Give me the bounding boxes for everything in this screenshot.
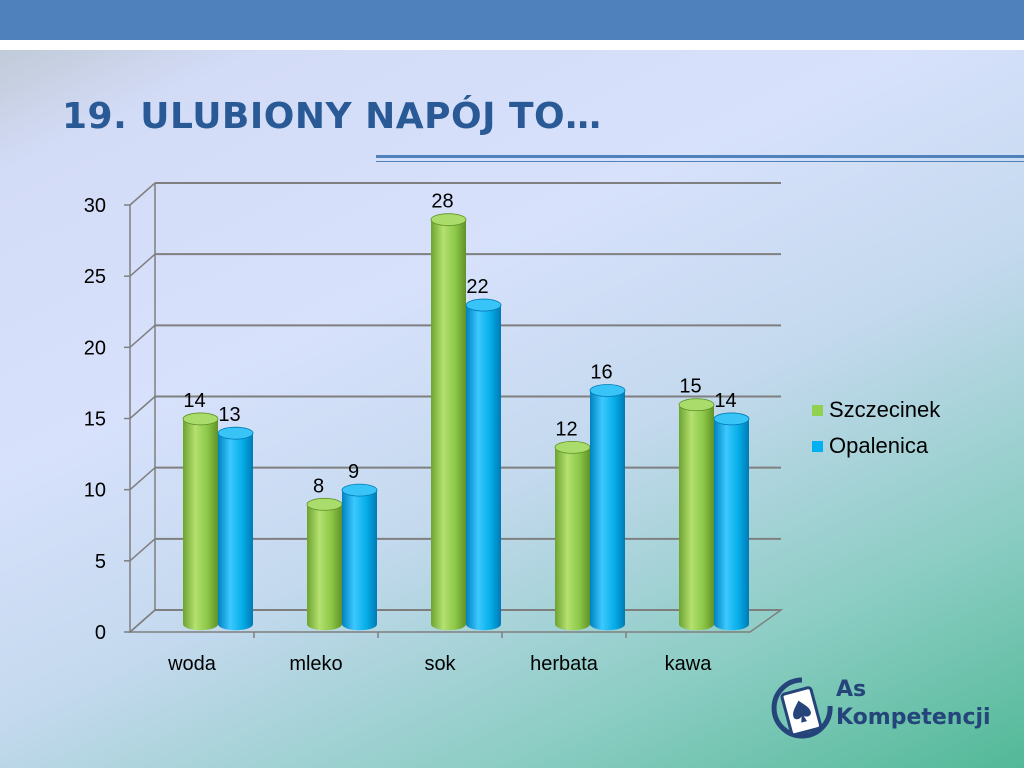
bar [466, 305, 501, 631]
bar-top [430, 213, 467, 227]
legend-label-opalenica: Opalenica [829, 433, 929, 458]
bar [431, 219, 466, 631]
legend-item-szczecinek: Szczecinek [812, 392, 940, 428]
y-tick-label: 25 [84, 266, 106, 288]
bar-top [217, 426, 254, 440]
gridline-side [129, 182, 156, 206]
bar-top [678, 398, 715, 412]
data-label: 13 [218, 404, 240, 426]
top-bar [0, 0, 1024, 40]
bar-top [306, 497, 343, 511]
bar [307, 504, 342, 631]
bar-top [713, 412, 750, 426]
legend-swatch-szczecinek [812, 404, 823, 416]
data-label: 14 [714, 390, 736, 412]
legend-swatch-opalenica [812, 440, 823, 452]
data-label: 14 [183, 390, 205, 412]
data-label: 16 [590, 361, 612, 383]
logo-line-1: As [836, 677, 867, 702]
bar [590, 390, 625, 631]
data-label: 12 [555, 418, 577, 440]
bar-top [341, 483, 378, 497]
x-tick-label: mleko [289, 653, 342, 675]
gridline-side [129, 324, 156, 348]
y-tick-label: 30 [84, 195, 106, 217]
top-stripe [0, 40, 1024, 50]
title-rule [376, 155, 1024, 158]
y-tick-label: 0 [95, 622, 106, 644]
gridline-side [129, 253, 156, 277]
x-tick-label: sok [424, 653, 456, 675]
as-kompetencji-logo: As Kompetencji [770, 672, 1000, 742]
data-label: 22 [466, 276, 488, 298]
logo-line-2: Kompetencji [836, 705, 991, 730]
bar [555, 447, 590, 631]
y-tick-label: 20 [84, 337, 106, 359]
x-tick-label: woda [167, 653, 217, 675]
bar [714, 418, 749, 631]
y-tick-label: 15 [84, 409, 106, 431]
x-tick-label: herbata [530, 653, 599, 675]
bar-top [465, 298, 502, 312]
data-label: 28 [431, 191, 453, 213]
bar [342, 490, 377, 631]
bar [218, 433, 253, 631]
legend-label-szczecinek: Szczecinek [829, 397, 941, 422]
gridline-side [129, 395, 156, 420]
data-label: 9 [348, 461, 359, 483]
gridline-side [129, 538, 156, 562]
spade-card-icon [771, 677, 833, 739]
y-tick-label: 10 [84, 480, 106, 502]
bar-top [554, 440, 591, 454]
gridline-side [129, 467, 156, 491]
bar-top [589, 384, 626, 397]
bar-top [182, 412, 219, 426]
data-label: 15 [679, 376, 701, 398]
x-tick-label: kawa [665, 653, 713, 675]
title-rule-thin [376, 161, 1024, 162]
legend-item-opalenica: Opalenica [812, 428, 940, 464]
bar [679, 404, 714, 631]
bar [183, 418, 218, 631]
slide-title: 19. ULUBIONY NAPÓJ TO… [62, 96, 602, 137]
chart-floor [128, 609, 784, 633]
y-tick-label: 5 [95, 551, 106, 573]
data-label: 8 [313, 475, 324, 497]
chart-legend: Szczecinek Opalenica [812, 392, 940, 464]
